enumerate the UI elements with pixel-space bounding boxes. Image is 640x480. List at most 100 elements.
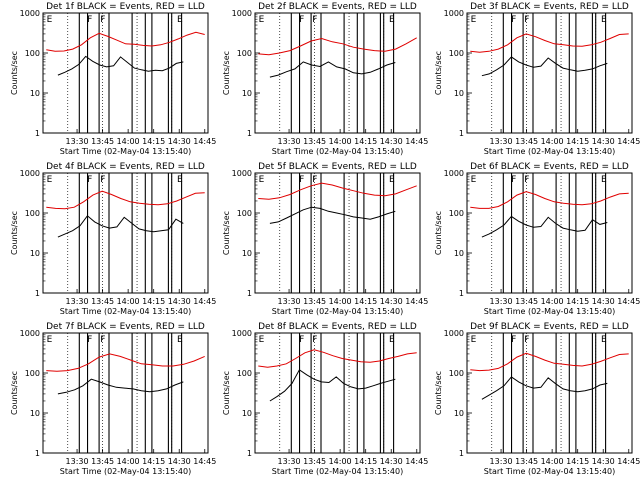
black-events-series	[57, 215, 184, 238]
x-tick-label: 13:30	[66, 457, 89, 466]
x-axis-title: Start Time (02-May-04 13:15:40)	[272, 307, 403, 316]
y-axis-title: Counts/sec	[222, 211, 231, 255]
x-tick-label: 14:30	[168, 457, 191, 466]
panel-title: Det 3f BLACK = Events, RED = LLD	[470, 2, 629, 12]
plot-frame	[42, 12, 209, 134]
y-tick-label: 10	[242, 89, 252, 98]
x-tick-label: 13:30	[490, 457, 513, 466]
x-tick-label: 14:45	[193, 137, 216, 146]
y-axis-title: Counts/sec	[10, 211, 19, 255]
x-axis-title: Start Time (02-May-04 13:15:40)	[60, 147, 191, 156]
panel-title: Det 8f BLACK = Events, RED = LLD	[258, 322, 417, 332]
x-tick-label: 14:00	[117, 297, 140, 306]
x-tick-label: 13:30	[490, 297, 513, 306]
flag-label: F	[100, 335, 105, 345]
detector-panel-7: Det 7f BLACK = Events, RED = LLD 1 10 100 10…	[10, 322, 216, 476]
detector-panel-2: Det 2f BLACK = Events, RED = LLD 1 10 100 10…	[222, 2, 428, 156]
black-events-series	[481, 56, 608, 77]
x-tick-label: 13:45	[303, 297, 326, 306]
y-tick-label: 1000	[20, 9, 40, 18]
y-tick-label: 100	[237, 369, 252, 378]
flag-label: F	[524, 335, 529, 345]
flag-label: E	[259, 15, 265, 25]
panel-title: Det 2f BLACK = Events, RED = LLD	[258, 2, 417, 12]
x-tick-label: 14:00	[541, 137, 564, 146]
y-tick-label: 1	[247, 129, 252, 138]
y-tick-label: 10	[30, 89, 40, 98]
x-tick-label: 13:45	[515, 137, 538, 146]
x-tick-label: 14:15	[354, 297, 377, 306]
x-tick-label: 14:15	[566, 297, 589, 306]
plot-frame	[254, 172, 421, 294]
x-tick-label: 14:00	[541, 297, 564, 306]
plot-frame	[466, 12, 633, 134]
x-tick-label: 14:30	[380, 297, 403, 306]
x-axis-title: Start Time (02-May-04 13:15:40)	[60, 307, 191, 316]
flag-label: E	[177, 15, 183, 25]
x-tick-label: 14:15	[566, 137, 589, 146]
flag-label: F	[87, 15, 92, 25]
flag-label: E	[177, 335, 183, 345]
flag-label: F	[299, 335, 304, 345]
y-tick-label: 1000	[232, 169, 252, 178]
detector-panel-4: Det 4f BLACK = Events, RED = LLD 1 10 100 10…	[10, 162, 216, 316]
y-axis-title: Counts/sec	[434, 211, 443, 255]
x-tick-label: 14:00	[117, 457, 140, 466]
flag-label: F	[87, 175, 92, 185]
x-axis-title: Start Time (02-May-04 13:15:40)	[484, 467, 615, 476]
plot-frame	[466, 332, 633, 454]
plot-frame	[466, 172, 633, 294]
x-tick-label: 14:45	[405, 297, 428, 306]
flag-label: E	[471, 15, 477, 25]
black-events-series	[57, 55, 184, 76]
x-tick-label: 14:15	[142, 457, 165, 466]
flag-label: F	[312, 335, 317, 345]
detector-panel-9: Det 9f BLACK = Events, RED = LLD 1 10 100 10…	[434, 322, 640, 476]
y-tick-label: 10	[454, 249, 464, 258]
flag-label: F	[511, 175, 516, 185]
flag-label: E	[259, 335, 265, 345]
plot-frame	[42, 172, 209, 294]
panel-title: Det 6f BLACK = Events, RED = LLD	[470, 162, 629, 172]
y-tick-label: 100	[237, 209, 252, 218]
flag-label: E	[601, 15, 607, 25]
flag-label: E	[47, 175, 53, 185]
flag-label: F	[511, 15, 516, 25]
x-tick-label: 13:30	[66, 297, 89, 306]
detector-panel-5: Det 5f BLACK = Events, RED = LLD 1 10 100 10…	[222, 162, 428, 316]
x-tick-label: 14:15	[354, 137, 377, 146]
y-axis-title: Counts/sec	[222, 51, 231, 95]
panel-title: Det 9f BLACK = Events, RED = LLD	[470, 322, 629, 332]
y-tick-label: 10	[30, 409, 40, 418]
x-tick-label: 13:30	[66, 137, 89, 146]
x-tick-label: 13:30	[278, 297, 301, 306]
x-tick-label: 14:00	[329, 137, 352, 146]
detector-panel-8: Det 8f BLACK = Events, RED = LLD 1 10 100 10…	[222, 322, 428, 476]
y-tick-label: 100	[25, 49, 40, 58]
y-tick-label: 1	[459, 449, 464, 458]
x-axis-title: Start Time (02-May-04 13:15:40)	[272, 147, 403, 156]
flag-label: E	[47, 335, 53, 345]
red-lld-series	[46, 190, 205, 210]
flag-label: F	[87, 335, 92, 345]
x-axis-title: Start Time (02-May-04 13:15:40)	[60, 467, 191, 476]
black-events-series	[481, 215, 608, 238]
y-axis-title: Counts/sec	[222, 371, 231, 415]
y-tick-label: 10	[242, 249, 252, 258]
flag-label: E	[389, 175, 395, 185]
y-tick-label: 1000	[444, 329, 464, 338]
flag-label: E	[389, 335, 395, 345]
x-tick-label: 13:45	[91, 457, 114, 466]
plot-frame	[254, 332, 421, 454]
x-tick-label: 14:30	[380, 137, 403, 146]
x-tick-label: 14:45	[405, 137, 428, 146]
y-axis-title: Counts/sec	[10, 51, 19, 95]
x-tick-label: 14:15	[354, 457, 377, 466]
flag-label: E	[259, 175, 265, 185]
y-axis-title: Counts/sec	[434, 51, 443, 95]
x-tick-label: 14:00	[541, 457, 564, 466]
y-tick-label: 1	[459, 129, 464, 138]
x-tick-label: 13:45	[91, 297, 114, 306]
flag-label: F	[299, 175, 304, 185]
